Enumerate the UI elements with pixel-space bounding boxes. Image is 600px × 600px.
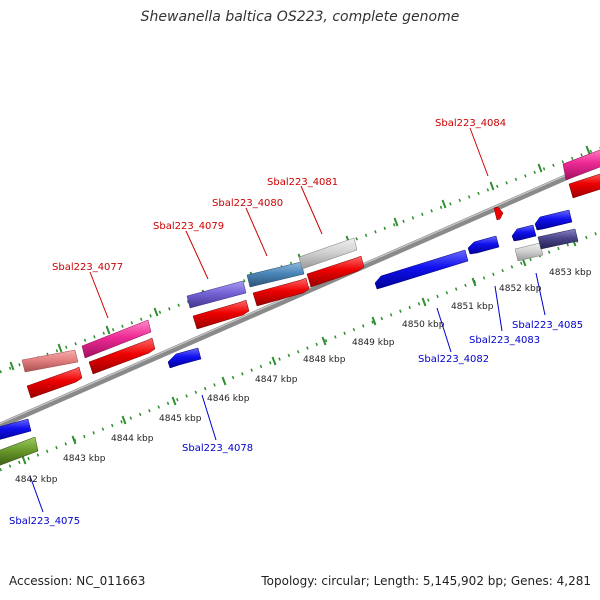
scale-label: 4846 kbp <box>207 394 250 404</box>
gene-red-5[interactable] <box>306 255 365 288</box>
leader-4078 <box>201 394 217 441</box>
major-ticks <box>9 145 591 465</box>
reverse-major-tick <box>221 376 227 386</box>
forward-major-tick <box>57 343 63 353</box>
scale-label: 4852 kbp <box>499 284 542 294</box>
gene-red-4084[interactable] <box>493 206 504 221</box>
gene-indigo-4085[interactable] <box>537 228 579 250</box>
forward-major-tick <box>105 325 111 335</box>
gene-red-right[interactable] <box>568 172 600 199</box>
genome-summary-text: Topology: circular; Length: 5,145,902 bp… <box>261 574 591 588</box>
gene-label[interactable]: Sbal223_4078 <box>182 443 253 454</box>
gene-label[interactable]: Sbal223_4084 <box>435 118 506 129</box>
gene-label[interactable]: Sbal223_4083 <box>469 335 540 346</box>
reverse-strand-features <box>0 209 573 466</box>
gene-steel-4080[interactable] <box>246 261 305 288</box>
gene-pink-4077[interactable] <box>81 319 152 359</box>
gene-label[interactable]: Sbal223_4082 <box>418 354 489 365</box>
gene-label[interactable]: Sbal223_4085 <box>512 320 583 331</box>
forward-major-tick <box>489 181 495 191</box>
gene-red-1[interactable] <box>26 366 83 399</box>
reverse-major-tick <box>421 297 427 307</box>
gene-violet-4079[interactable] <box>186 280 247 309</box>
leader-4079 <box>185 230 209 280</box>
label-leaders <box>29 127 546 513</box>
gene-label[interactable]: Sbal223_4079 <box>153 221 224 232</box>
map-title: Shewanella baltica OS223, complete genom… <box>140 9 460 25</box>
scale-label: 4843 kbp <box>63 454 106 464</box>
gene-blue-small[interactable] <box>511 224 537 242</box>
reverse-major-tick <box>121 415 127 425</box>
gene-label[interactable]: Sbal223_4081 <box>267 177 338 188</box>
reverse-major-tick <box>71 435 77 445</box>
gene-grey-4085[interactable] <box>514 242 544 262</box>
gene-red-4[interactable] <box>252 277 310 307</box>
leader-4080 <box>245 207 268 257</box>
forward-major-tick <box>537 163 543 173</box>
reverse-major-tick <box>21 455 27 465</box>
gene-red-2[interactable] <box>88 337 156 375</box>
gene-label[interactable]: Sbal223_4077 <box>52 262 123 273</box>
scale-label: 4849 kbp <box>352 338 395 348</box>
gene-label[interactable]: Sbal223_4075 <box>9 516 80 527</box>
scale-label: 4851 kbp <box>451 302 494 312</box>
forward-major-tick <box>153 307 159 317</box>
gene-grey-4081[interactable] <box>298 237 358 270</box>
gene-blue-4083[interactable] <box>467 235 500 255</box>
gene-salmon-fwd[interactable] <box>21 349 79 373</box>
forward-major-tick <box>9 361 15 371</box>
gene-pink-right[interactable] <box>562 148 600 181</box>
forward-major-tick <box>393 217 399 227</box>
reverse-major-tick <box>271 356 277 366</box>
leader-4082 <box>436 307 452 353</box>
scale-label: 4847 kbp <box>255 375 298 385</box>
leader-4081 <box>300 185 323 235</box>
leader-4083 <box>494 285 503 332</box>
scale-label: 4845 kbp <box>159 414 202 424</box>
forward-gene-labels: Sbal223_4077 Sbal223_4079 Sbal223_4080 Sbal… <box>52 118 506 273</box>
gene-blue-right[interactable] <box>534 209 573 231</box>
reverse-major-tick <box>171 396 177 406</box>
scale-labels: 4842 kbp 4843 kbp 4844 kbp 4845 kbp 4846 kbp… <box>15 268 592 485</box>
accession-text: Accession: NC_011663 <box>9 574 146 588</box>
leader-4077 <box>89 271 109 319</box>
forward-major-tick <box>585 145 591 155</box>
scale-label: 4844 kbp <box>111 434 154 444</box>
scale-label: 4848 kbp <box>303 355 346 365</box>
forward-strand-features <box>21 148 600 373</box>
leader-4084 <box>469 127 489 177</box>
red-feature-track <box>26 172 600 399</box>
leader-4085 <box>535 272 546 316</box>
gene-olive-4075[interactable] <box>0 436 39 466</box>
gene-label[interactable]: Sbal223_4080 <box>212 198 283 209</box>
gene-blue-4078[interactable] <box>167 347 202 369</box>
gene-red-3[interactable] <box>192 299 250 330</box>
gene-blue-left[interactable] <box>0 418 32 440</box>
reverse-major-tick <box>321 336 327 346</box>
scale-label: 4853 kbp <box>549 268 592 278</box>
reverse-gene-labels: Sbal223_4075 Sbal223_4078 Sbal223_4082 Sbal… <box>9 320 583 527</box>
scale-label: 4850 kbp <box>402 320 445 330</box>
forward-major-tick <box>441 199 447 209</box>
gene-blue-4082[interactable] <box>374 249 469 290</box>
reverse-major-tick <box>471 277 477 287</box>
leader-4075 <box>29 475 44 513</box>
scale-label: 4842 kbp <box>15 475 58 485</box>
reverse-major-tick <box>371 316 377 326</box>
